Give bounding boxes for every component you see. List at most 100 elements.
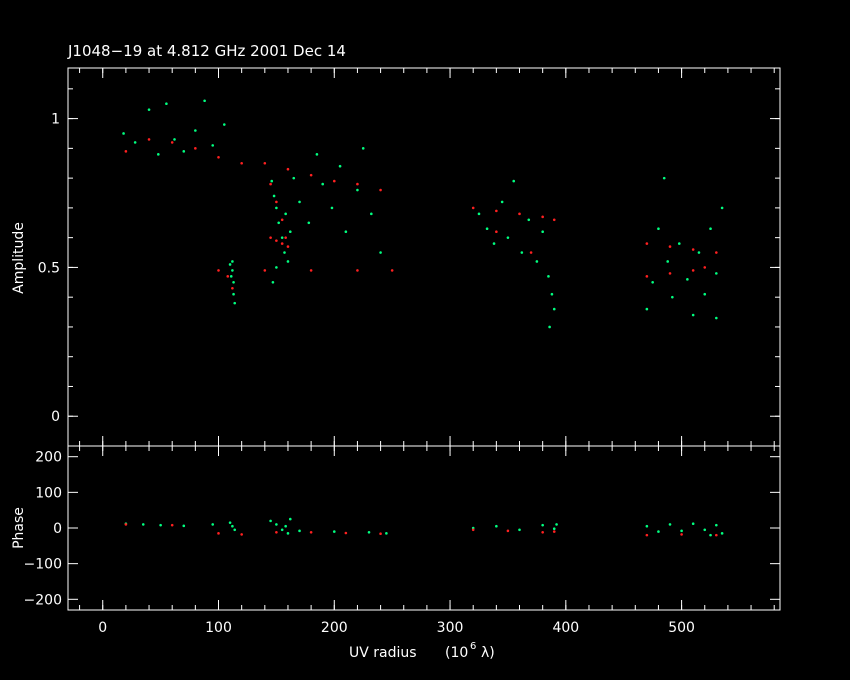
- phase-panel-frame: [67, 445, 781, 611]
- amplitude-point: [269, 182, 272, 186]
- amplitude-point: [277, 221, 281, 225]
- amplitude-point: [122, 132, 125, 135]
- amplitude-point: [240, 161, 243, 165]
- phase-point: [715, 533, 718, 537]
- amplitude-point: [286, 260, 290, 263]
- amplitude-point: [270, 179, 274, 183]
- amplitude-panel-frame: [67, 67, 781, 447]
- phase-point: [159, 523, 162, 527]
- amp-ytick-label: 0: [51, 409, 60, 425]
- amplitude-point: [520, 251, 524, 254]
- phase-point: [233, 528, 237, 532]
- amplitude-point: [548, 325, 551, 329]
- x-tick-label: 100: [205, 620, 232, 636]
- amplitude-point: [666, 260, 670, 263]
- phase-point: [518, 528, 521, 532]
- amplitude-axis-label: Amplitude: [11, 222, 27, 294]
- phase-point: [240, 533, 243, 536]
- amplitude-point: [720, 206, 724, 210]
- phase-point: [680, 533, 683, 536]
- amplitude-point: [263, 161, 267, 165]
- phase-point: [217, 532, 220, 535]
- phase-point: [288, 517, 292, 521]
- amplitude-point: [330, 206, 334, 210]
- x-tick-label: 300: [437, 620, 464, 636]
- phase-point: [471, 526, 475, 530]
- phase-point: [228, 521, 232, 524]
- phase-point: [541, 523, 544, 527]
- x-tick-label: 0: [98, 620, 107, 636]
- phase-point: [211, 523, 215, 526]
- amplitude-point: [552, 218, 556, 222]
- amplitude-point: [344, 230, 348, 234]
- amplitude-point: [390, 269, 394, 272]
- amplitude-point: [703, 292, 707, 296]
- amplitude-point: [309, 269, 313, 272]
- x-axis-label: UV radius: [349, 645, 417, 661]
- amplitude-point: [271, 280, 275, 284]
- x-axis-unit-exponent: 6: [470, 641, 476, 652]
- amplitude-point: [709, 227, 712, 231]
- x-tick-label: 400: [552, 620, 579, 636]
- amplitude-point: [272, 194, 276, 198]
- phase-points: [124, 517, 724, 537]
- phase-point: [284, 524, 287, 528]
- amplitude-point: [280, 218, 284, 222]
- amplitude-point: [657, 227, 660, 231]
- amplitude-point: [547, 275, 550, 278]
- amplitude-point: [671, 295, 674, 299]
- amplitude-point: [315, 153, 319, 156]
- amplitude-point: [697, 251, 701, 254]
- phase-point: [269, 519, 272, 523]
- amplitude-point: [356, 182, 359, 186]
- amplitude-point: [275, 206, 278, 210]
- amplitude-point: [133, 141, 137, 144]
- amplitude-point: [518, 212, 521, 216]
- amplitude-point: [147, 108, 151, 111]
- amplitude-point: [275, 200, 278, 204]
- phase-point: [275, 523, 278, 526]
- phase-point: [298, 529, 301, 533]
- amplitude-point: [284, 212, 287, 216]
- amplitude-point: [471, 206, 475, 210]
- amplitude-point: [182, 150, 186, 153]
- amplitude-point: [703, 266, 707, 269]
- amplitude-point: [228, 263, 232, 266]
- amplitude-point: [541, 215, 544, 219]
- amplitude-point: [535, 260, 539, 263]
- phase-point: [552, 530, 556, 533]
- phase-point: [703, 528, 707, 532]
- phase-point: [471, 528, 475, 532]
- amplitude-point: [668, 245, 672, 248]
- amplitude-point: [173, 138, 176, 141]
- phase-point: [657, 530, 660, 533]
- amplitude-point: [370, 212, 373, 216]
- amplitude-point: [338, 164, 342, 168]
- amplitude-point: [165, 102, 168, 106]
- amplitude-point: [715, 316, 718, 320]
- phase-point: [680, 529, 683, 533]
- amplitude-point: [379, 251, 382, 254]
- phase-point: [668, 523, 672, 526]
- amplitude-point: [170, 141, 174, 144]
- amplitude-point: [292, 176, 296, 180]
- amplitude-point: [307, 221, 311, 225]
- phase-point: [495, 524, 498, 528]
- amplitude-point: [280, 242, 284, 245]
- amplitude-point: [495, 230, 498, 234]
- phase-point: [280, 528, 284, 532]
- phase-point: [231, 524, 234, 528]
- phase-point: [720, 532, 724, 535]
- amplitude-point: [288, 230, 292, 234]
- amplitude-point: [492, 242, 496, 245]
- amplitude-point: [356, 269, 359, 272]
- phase-point: [141, 523, 145, 526]
- amplitude-point: [550, 292, 554, 296]
- phase-ytick-label: 100: [35, 485, 62, 501]
- phase-point: [275, 530, 278, 534]
- phase-point: [124, 523, 128, 526]
- amplitude-point: [495, 209, 498, 213]
- amplitude-point: [269, 236, 272, 239]
